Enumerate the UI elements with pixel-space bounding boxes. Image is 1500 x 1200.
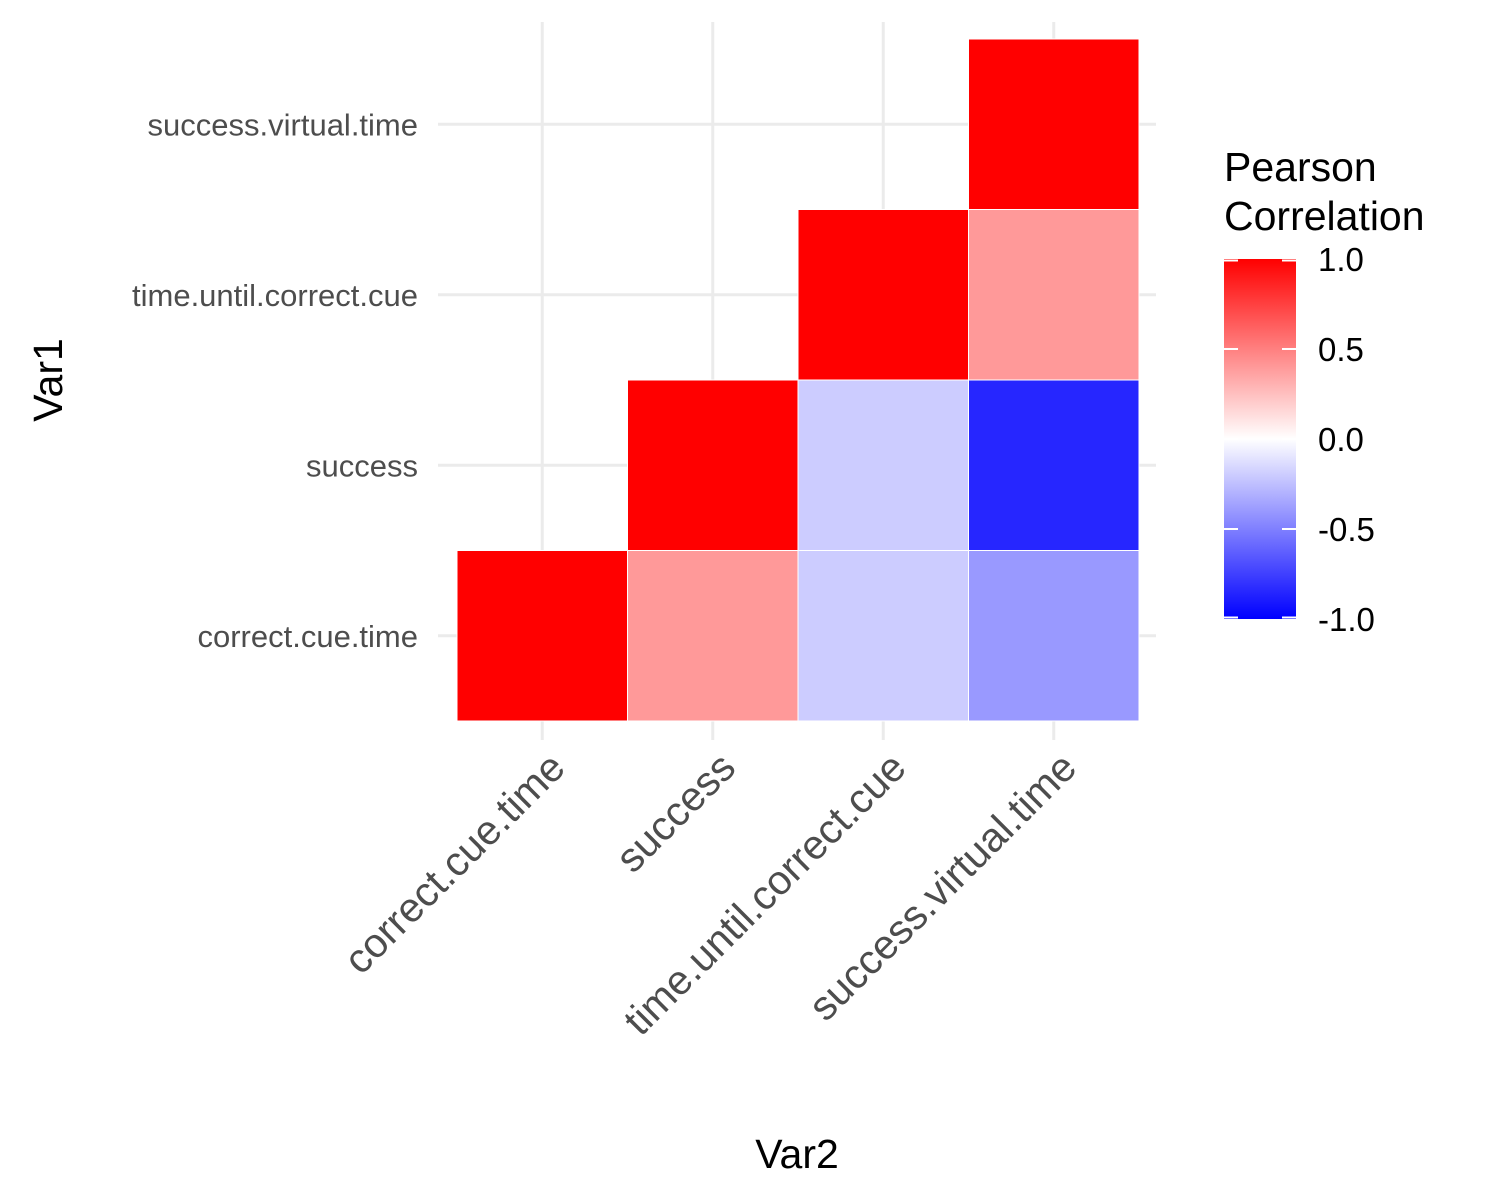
heatmap-cell — [968, 379, 1140, 551]
x-tick-labels: correct.cue.time successtime.until.correc… — [335, 744, 1085, 1044]
y-axis-title: Var1 — [25, 338, 71, 422]
color-legend: Pearson Correlation 1.0 0.5 0.0 -0.5 -1.0 — [1224, 144, 1425, 638]
legend-label: -1.0 — [1318, 601, 1375, 638]
y-tick-label: success — [306, 448, 418, 483]
heatmap-cell — [797, 209, 969, 381]
y-tick-label: success.virtual.time — [148, 107, 418, 142]
heatmap-cells — [456, 38, 1140, 722]
legend-title-line-1: Pearson — [1224, 144, 1377, 190]
heatmap-cell — [968, 550, 1140, 722]
legend-label: -0.5 — [1318, 511, 1375, 548]
legend-label: 1.0 — [1318, 241, 1364, 278]
x-tick-label: time.until.correct.cue — [615, 744, 915, 1044]
heatmap-cell — [456, 550, 628, 722]
heatmap-cell — [968, 38, 1140, 210]
y-tick-label: correct.cue.time — [197, 619, 418, 654]
heatmap-cell — [627, 379, 799, 551]
legend-label: 0.5 — [1318, 331, 1364, 368]
legend-label: 0.0 — [1318, 421, 1364, 458]
x-axis-title: Var2 — [755, 1131, 839, 1177]
heatmap-cell — [797, 379, 969, 551]
legend-title-line-2: Correlation — [1224, 193, 1425, 239]
y-tick-label: time.until.correct.cue — [132, 278, 418, 313]
heatmap-cell — [797, 550, 969, 722]
heatmap-cell — [627, 550, 799, 722]
heatmap-cell — [968, 209, 1140, 381]
y-tick-labels: correct.cue.time success time.until.correc… — [132, 107, 418, 654]
x-tick-label: success — [607, 744, 744, 881]
x-tick-label: correct.cue.time — [335, 744, 574, 983]
